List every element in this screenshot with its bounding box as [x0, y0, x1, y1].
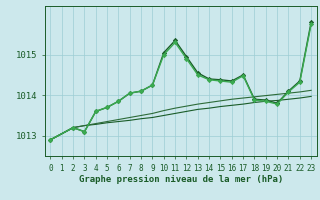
X-axis label: Graphe pression niveau de la mer (hPa): Graphe pression niveau de la mer (hPa)	[79, 175, 283, 184]
